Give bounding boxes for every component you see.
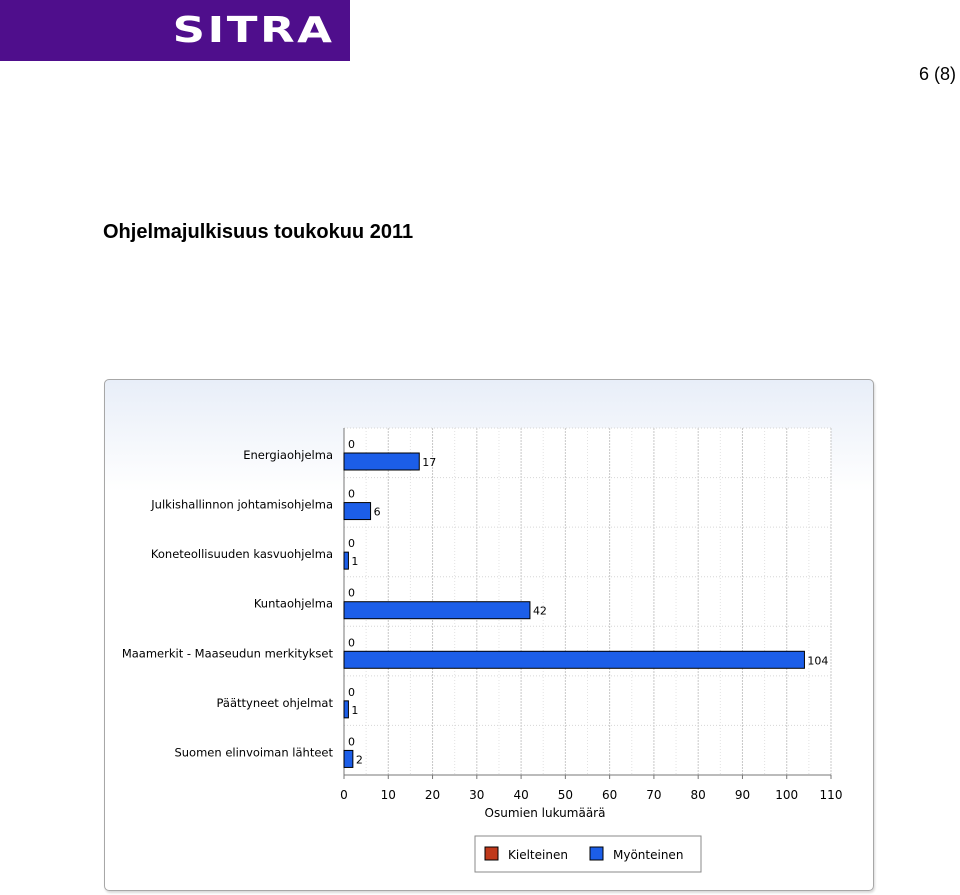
category-label: Maamerkit - Maaseudun merkitykset — [122, 646, 334, 660]
value-label-myönteinen: 6 — [374, 506, 381, 519]
x-tick-label: 110 — [820, 788, 843, 802]
legend: Kielteinen Myönteinen — [474, 835, 702, 873]
category-label: Kuntaohjelma — [254, 597, 333, 611]
value-label-myönteinen: 1 — [351, 704, 358, 717]
sitra-logo: SITRA — [0, 0, 350, 61]
x-tick-label: 100 — [775, 788, 798, 802]
value-label-kielteinen: 0 — [348, 735, 355, 748]
x-tick-label: 70 — [646, 788, 661, 802]
value-label-myönteinen: 42 — [533, 605, 547, 618]
legend-label-myönteinen: Myönteinen — [613, 848, 683, 862]
value-label-kielteinen: 0 — [348, 438, 355, 451]
category-labels: Energiaohjelma Julkishallinnon johtamisoh… — [122, 448, 334, 759]
value-label-myönteinen: 2 — [356, 753, 363, 766]
value-label-kielteinen: 0 — [348, 587, 355, 600]
value-label-kielteinen: 0 — [348, 636, 355, 649]
value-label-myönteinen: 1 — [351, 555, 358, 568]
category-label: Koneteollisuuden kasvuohjelma — [151, 547, 333, 561]
bar-myönteinen — [343, 502, 372, 521]
legend-swatch-kielteinen — [484, 846, 499, 861]
category-label: Energiaohjelma — [243, 448, 333, 462]
x-tick-label: 60 — [602, 788, 617, 802]
x-tick-label: 0 — [340, 788, 348, 802]
legend-box — [474, 835, 702, 873]
value-label-kielteinen: 0 — [348, 488, 355, 501]
bar-myönteinen — [343, 551, 349, 570]
x-tick-label: 40 — [513, 788, 528, 802]
page-number: 6 (8) — [918, 64, 956, 84]
bar-myönteinen — [343, 601, 531, 620]
x-tick-label: 30 — [469, 788, 484, 802]
x-tick-label: 10 — [381, 788, 396, 802]
value-label-myönteinen: 104 — [807, 654, 828, 667]
legend-label-kielteinen: Kielteinen — [508, 848, 568, 862]
x-tick-label: 20 — [425, 788, 440, 802]
bar-chart: 0 10 20 30 40 50 60 70 80 90 100 110 01706010420104… — [122, 427, 842, 873]
value-label-kielteinen: 0 — [348, 537, 355, 550]
legend-swatch-myönteinen — [589, 846, 604, 861]
category-label: Suomen elinvoiman lähteet — [174, 745, 333, 759]
x-axis-ticks: 0 10 20 30 40 50 60 70 80 90 100 110 — [340, 775, 842, 802]
category-label: Julkishallinnon johtamisohjelma — [150, 498, 333, 512]
value-label-myönteinen: 17 — [422, 456, 436, 469]
x-tick-label: 90 — [735, 788, 750, 802]
chart-panel: 0 10 20 30 40 50 60 70 80 90 100 110 0 17 0 6 0 1 0 42 0 104… — [104, 379, 874, 891]
bar-myönteinen — [343, 650, 805, 669]
value-label-kielteinen: 0 — [348, 686, 355, 699]
category-label: Päättyneet ohjelmat — [217, 696, 334, 710]
document-title: Ohjelmajulkisuus toukokuu 2011 — [103, 221, 414, 243]
x-axis-label: Osumien lukumäärä — [485, 806, 606, 820]
x-tick-label: 50 — [558, 788, 573, 802]
bar-myönteinen — [343, 700, 349, 719]
logo-text: SITRA — [172, 10, 334, 51]
bar-myönteinen — [343, 452, 420, 471]
x-tick-label: 80 — [691, 788, 706, 802]
bar-myönteinen — [343, 749, 354, 768]
